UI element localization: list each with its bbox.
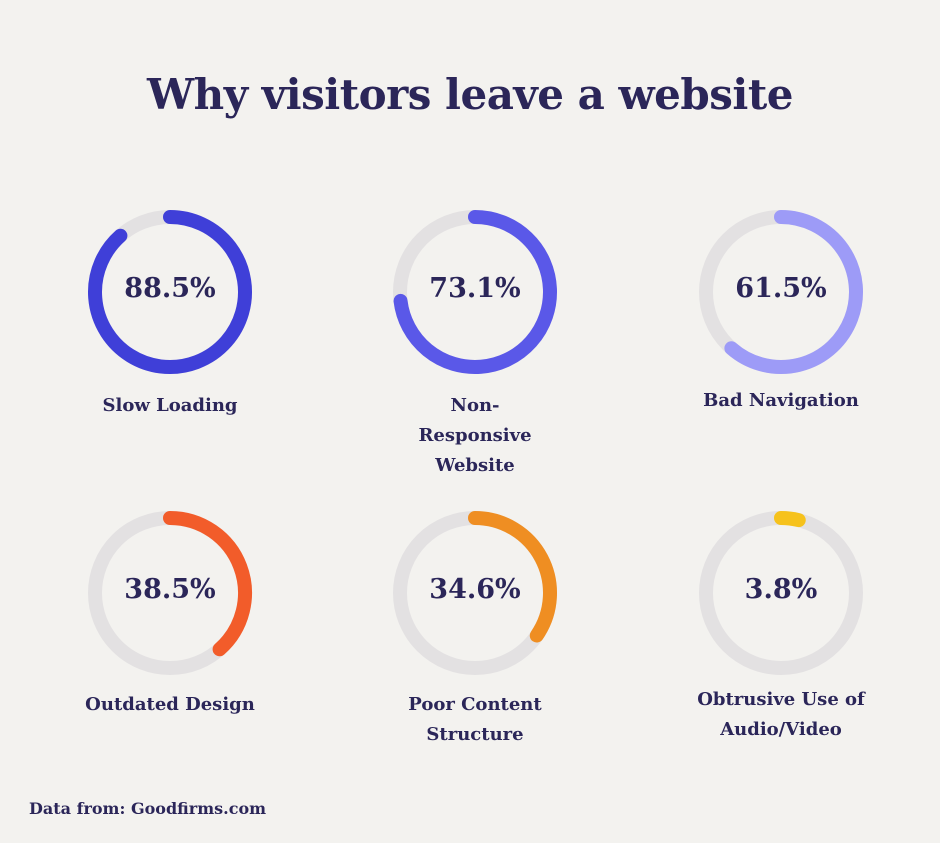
- chart-title: Why visitors leave a website: [147, 70, 793, 119]
- donut-arc: [774, 511, 806, 528]
- percent-value: 88.5%: [124, 273, 216, 304]
- donut-card-non-responsive: 73.1% Non-Responsive Website: [355, 207, 595, 477]
- donut-card-obtrusive-media: 3.8% Obtrusive Use of Audio/Video: [661, 508, 901, 778]
- percent-value: 34.6%: [429, 574, 521, 605]
- donut-card-bad-navigation: 61.5% Bad Navigation: [661, 207, 901, 477]
- percent-value: 73.1%: [429, 273, 521, 304]
- category-label: Poor Content Structure: [408, 694, 542, 745]
- donut-chart: [88, 511, 252, 675]
- category-label: Bad Navigation: [703, 390, 859, 411]
- percent-value: 38.5%: [124, 574, 216, 605]
- category-label: Slow Loading: [102, 395, 238, 416]
- donut-chart: [699, 511, 863, 675]
- donut-arc: [393, 210, 557, 374]
- donut-arc: [88, 210, 252, 374]
- percent-value: 61.5%: [735, 273, 827, 304]
- donut-card-poor-content: 34.6% Poor Content Structure: [355, 508, 595, 778]
- donut-arc: [724, 210, 863, 374]
- donut-chart: [699, 210, 863, 374]
- donut-card-slow-loading: 88.5% Slow Loading: [50, 207, 290, 477]
- donut-arc: [163, 511, 252, 657]
- category-label: Non-Responsive Website: [418, 395, 532, 476]
- category-label: Outdated Design: [85, 694, 255, 715]
- donut-chart: [88, 210, 252, 374]
- donut-chart: [393, 210, 557, 374]
- data-source-note: Data from: Goodfirms.com: [29, 799, 267, 818]
- donut-arc: [468, 511, 557, 643]
- donut-chart: [393, 511, 557, 675]
- percent-value: 3.8%: [744, 574, 818, 605]
- donut-card-outdated-design: 38.5% Outdated Design: [50, 508, 290, 778]
- category-label: Obtrusive Use of Audio/Video: [697, 689, 865, 740]
